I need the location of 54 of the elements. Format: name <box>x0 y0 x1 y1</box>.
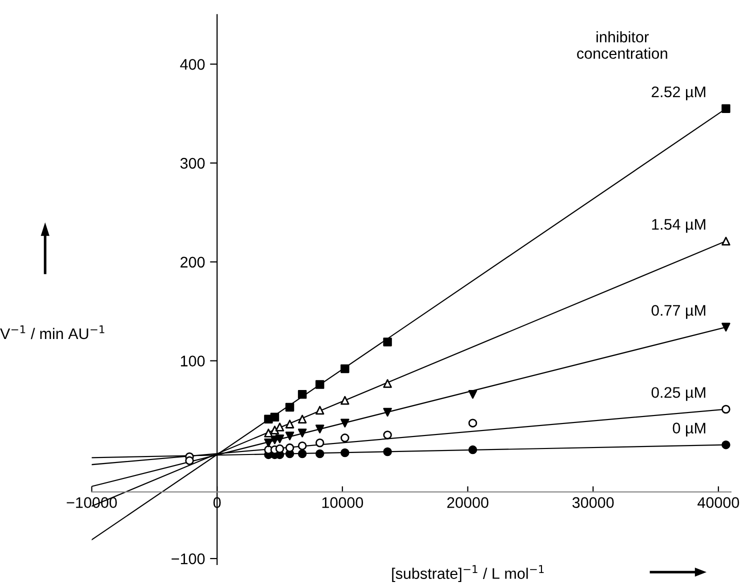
point <box>468 418 478 428</box>
point <box>383 338 392 346</box>
point <box>264 438 273 448</box>
x-axis-title: [substrate]$^{−1}$ / L mol$^{−1}$ <box>392 565 544 582</box>
point <box>340 396 350 405</box>
point <box>468 390 478 399</box>
point <box>340 448 350 458</box>
point <box>275 422 284 432</box>
point <box>275 434 284 444</box>
series-label: 0 µM <box>672 422 706 436</box>
series-label: 2.52 µM <box>652 86 706 100</box>
y-tick-label: 400 <box>180 59 205 70</box>
y-tick-label: −100 <box>172 553 205 564</box>
point <box>264 428 273 438</box>
series-label: 0.77 µM <box>652 304 706 319</box>
point <box>383 447 392 456</box>
point <box>383 408 392 417</box>
point <box>315 438 324 448</box>
point <box>298 428 307 438</box>
y-tick-label: 200 <box>180 256 205 268</box>
x-tick-label: 10000 <box>322 497 364 508</box>
point <box>722 404 730 414</box>
series-label: 1.54 µM <box>652 219 706 233</box>
point <box>185 456 194 466</box>
point <box>285 432 294 440</box>
point <box>298 390 307 399</box>
point <box>722 440 730 450</box>
legend-title: inhibitor concentration <box>577 31 668 59</box>
point <box>340 434 350 442</box>
point <box>315 424 324 434</box>
y-tick-label: 300 <box>180 158 205 169</box>
point <box>285 420 294 428</box>
x-tick-label: 20000 <box>447 497 488 508</box>
point <box>315 380 324 389</box>
point <box>340 364 350 374</box>
y-tick-label: 100 <box>180 356 205 366</box>
point <box>298 449 307 458</box>
point <box>722 322 730 332</box>
point <box>298 441 307 450</box>
series-label: 0.25 µM <box>652 387 706 401</box>
point <box>383 379 392 388</box>
point <box>270 412 280 422</box>
x-tick-label: 30000 <box>572 497 614 508</box>
point <box>383 430 392 440</box>
y-axis-title: V$^{−1}$ / min AU$^{−1}$ <box>0 325 104 340</box>
point <box>315 449 324 458</box>
point <box>722 236 730 246</box>
point <box>722 104 730 114</box>
point <box>468 445 478 454</box>
point <box>298 414 307 424</box>
point <box>285 402 294 412</box>
point <box>340 418 350 428</box>
point <box>315 406 324 415</box>
x-tick-label: 40000 <box>698 497 740 508</box>
